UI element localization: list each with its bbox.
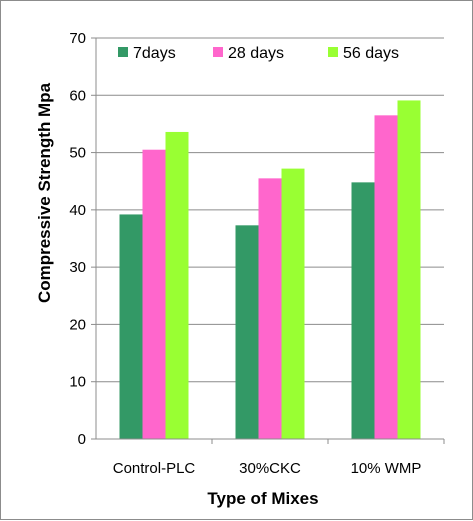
bar-7days-2 xyxy=(351,182,375,440)
bar-56days-1 xyxy=(281,168,305,439)
x-axis-title: Type of Mixes xyxy=(207,489,318,508)
y-tick-label: 10 xyxy=(69,374,86,391)
legend-label: 28 days xyxy=(228,45,284,62)
x-tick-labels: Control-PLC 30%CKC 10% WMP xyxy=(113,460,422,477)
x-tick-label: Control-PLC xyxy=(113,460,196,477)
bar-28days-2 xyxy=(374,115,398,439)
y-tick-label: 20 xyxy=(69,316,86,333)
legend-swatch xyxy=(213,47,223,57)
y-tick-label: 60 xyxy=(69,87,86,104)
y-tick-label: 40 xyxy=(69,202,86,219)
legend-swatch xyxy=(328,47,338,57)
y-tick-label: 30 xyxy=(69,259,86,276)
y-axis-title: Compressive Strength Mpa xyxy=(35,82,54,303)
bars xyxy=(119,100,421,440)
x-tick-label: 10% WMP xyxy=(351,460,422,477)
bar-28days-1 xyxy=(258,178,282,439)
bar-7days-0 xyxy=(119,214,143,439)
legend-label: 7days xyxy=(133,45,176,62)
y-tick-label: 50 xyxy=(69,145,86,162)
legend-swatch xyxy=(118,47,128,57)
x-tick-label: 30%CKC xyxy=(239,460,301,477)
legend-label: 56 days xyxy=(343,45,399,62)
bar-56days-2 xyxy=(397,100,421,439)
bar-28days-0 xyxy=(142,149,166,439)
y-tick-label: 70 xyxy=(69,30,86,47)
bar-56days-0 xyxy=(165,131,189,439)
y-tick-labels: 0 10 20 30 40 50 60 70 xyxy=(69,30,86,448)
legend: 7days 28 days 56 days xyxy=(118,45,399,62)
y-tick-label: 0 xyxy=(78,431,86,448)
bar-7days-1 xyxy=(235,225,259,439)
